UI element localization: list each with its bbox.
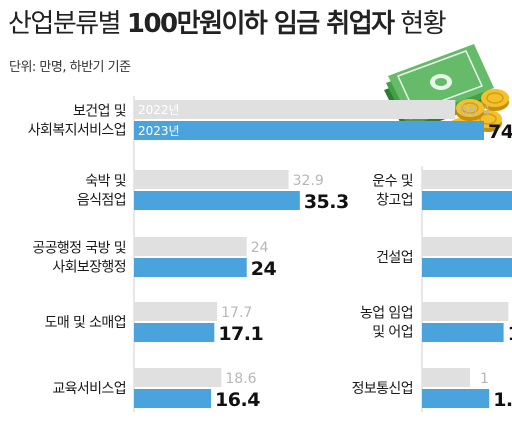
category-label-교육서비스업-line-1: 교육서비스업	[52, 381, 126, 397]
bar-2023-숙박-및-음식점업	[134, 191, 300, 210]
title-part-1: 산업분류별	[8, 9, 127, 39]
value-2022-공공행정-국방-및-사회보장행정: 24	[251, 240, 269, 256]
bar-2023-운수-및-창고업	[422, 191, 512, 210]
value-2022-숙박-및-음식점업: 32.9	[293, 173, 324, 189]
bar-2022-건설업	[422, 237, 512, 256]
category-label-보건업-및-사회복지서비스업-line-1: 보건업 및	[73, 104, 126, 120]
category-label-농업-임업-및-어업-line-1: 농업 임업	[360, 306, 413, 322]
bar-2022-교육서비스업	[134, 368, 222, 387]
bar-2023-교육서비스업	[134, 389, 212, 408]
unit-note: 단위: 만명, 하반기 기준	[9, 60, 131, 75]
value-2023-공공행정-국방-및-사회보장행정: 24	[251, 258, 277, 280]
value-2023-숙박-및-음식점업: 35.3	[304, 191, 349, 213]
category-label-운수-및-창고업-line-2: 창고업	[376, 193, 413, 209]
bar-2022-숙박-및-음식점업	[134, 170, 289, 189]
category-label-도매-및-소매업-line-1: 도매 및 소매업	[45, 315, 126, 331]
bar-2022-도매-및-소매업	[134, 302, 218, 321]
bar-2023-도매-및-소매업	[134, 323, 215, 342]
value-2023-도매-및-소매업: 17.1	[218, 323, 263, 345]
chart-title: 산업분류별 100만원이하 임금 취업자 현황	[8, 6, 447, 42]
bar-2022-보건업-및-사회복지서비스업	[134, 100, 456, 119]
bar-2023-건설업	[422, 258, 512, 277]
bar-2022-정보통신업	[422, 368, 470, 387]
bar-2023-보건업-및-사회복지서비스업	[134, 121, 484, 140]
category-label-숙박-및-음식점업-line-1: 숙박 및	[85, 174, 126, 190]
bar-2023-공공행정-국방-및-사회보장행정	[134, 258, 247, 277]
value-2022-정보통신업: 1	[480, 371, 489, 387]
bar-2023-정보통신업	[422, 389, 490, 408]
category-label-운수-및-창고업-line-1: 운수 및	[372, 174, 413, 190]
title-part-3: 현황	[393, 9, 446, 39]
legend-2023-label: 2023년	[138, 124, 180, 138]
category-label-숙박-및-음식점업-line-2: 음식점업	[77, 193, 126, 209]
category-label-공공행정-국방-및-사회보장행정-line-1: 공공행정 국방 및	[32, 241, 126, 257]
category-label-보건업-및-사회복지서비스업-line-2: 사회복지서비스업	[28, 123, 126, 139]
bar-2022-운수-및-창고업	[422, 170, 512, 189]
category-label-농업-임업-및-어업-line-2: 및 어업	[372, 325, 413, 341]
category-label-건설업-line-1: 건설업	[376, 250, 413, 266]
value-2022-보건업-및-사회복지서비스업: 68.4	[459, 103, 490, 119]
bar-2022-공공행정-국방-및-사회보장행정	[134, 237, 247, 256]
bar-2022-농업-임업-및-어업	[422, 302, 509, 321]
value-2022-도매-및-소매업: 17.7	[221, 305, 252, 321]
category-label-공공행정-국방-및-사회보장행정-line-2: 사회보장행정	[52, 260, 126, 276]
bar-2023-농업-임업-및-어업	[422, 323, 504, 342]
value-2023-교육서비스업: 16.4	[215, 389, 260, 411]
value-2022-교육서비스업: 18.6	[225, 371, 256, 387]
value-2023-보건업-및-사회복지서비스업: 74.5	[488, 121, 512, 143]
legend-2022-label: 2022년	[138, 103, 180, 117]
category-label-정보통신업-line-1: 정보통신업	[352, 381, 413, 397]
value-2023-농업-임업-및-어업: 1.7	[508, 323, 512, 345]
value-2023-정보통신업: 1.4	[493, 389, 512, 411]
title-part-2: 100만원이하 임금 취업자	[126, 9, 395, 39]
